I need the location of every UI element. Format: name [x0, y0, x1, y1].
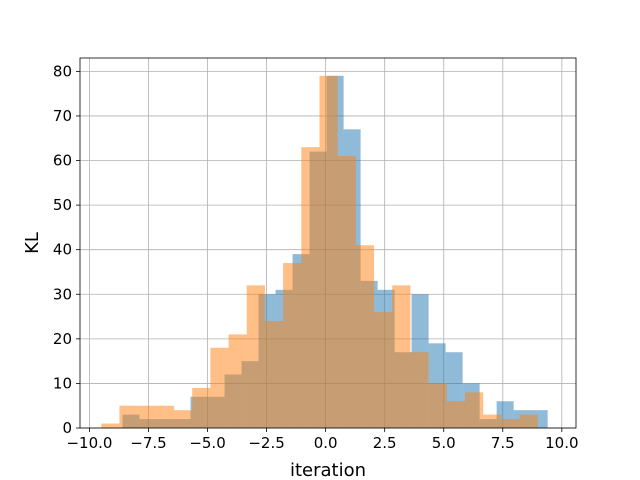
histogram-bar-series-2: [192, 387, 211, 428]
y-tick-label: 80: [53, 62, 72, 80]
x-tick-label: 10.0: [545, 434, 578, 452]
histogram-bar-series-2: [174, 410, 193, 428]
x-tick-label: 5.0: [432, 434, 456, 452]
histogram-bar-series-2: [137, 405, 156, 428]
x-tick-label: 0.0: [314, 434, 338, 452]
x-tick-label: −7.5: [130, 434, 166, 452]
histogram-bar-series-2: [319, 75, 338, 428]
histogram-bar-series-2: [446, 401, 465, 428]
histogram-bar-series-2: [337, 156, 356, 428]
x-axis-ticks: −10.0 −7.5 −5.0 −2.5 0.0 2.5 5.0 7.5 10.0: [66, 428, 579, 452]
x-tick-label: −5.0: [189, 434, 225, 452]
histogram-bar-series-2: [392, 285, 411, 428]
histogram-bar-series-2: [283, 263, 302, 428]
histogram-bar-series-2: [501, 419, 520, 428]
histogram-bar-series-2: [410, 352, 429, 428]
y-tick-label: 30: [53, 285, 72, 303]
histogram-bar-series-2: [228, 334, 247, 428]
histogram-bar-series-2: [483, 414, 502, 428]
histogram-bar-series-2: [155, 405, 175, 428]
histogram-bar-series-2: [101, 423, 120, 428]
histogram-bar-series-2: [119, 405, 138, 428]
x-tick-label: −2.5: [248, 434, 284, 452]
y-tick-label: 0: [62, 419, 72, 437]
y-tick-label: 40: [53, 241, 72, 259]
histogram-bar-series-2: [519, 414, 538, 428]
histogram-bar-series-2: [428, 383, 447, 428]
y-tick-label: 70: [53, 107, 72, 125]
histogram-bar-series-2: [264, 321, 284, 428]
y-tick-label: 20: [53, 330, 72, 348]
y-axis-ticks: 0 10 20 30 40 50 60 70 80: [53, 62, 80, 437]
x-axis-label: iteration: [290, 460, 366, 480]
y-tick-label: 10: [53, 374, 72, 392]
y-axis-label: KL: [22, 232, 43, 254]
x-tick-label: 7.5: [491, 434, 515, 452]
histogram-bars: [101, 75, 548, 429]
histogram-bar-series-2: [246, 285, 265, 428]
x-tick-label: 2.5: [373, 434, 397, 452]
x-tick-label: −10.0: [66, 434, 112, 452]
histogram-bar-series-2: [210, 347, 229, 428]
histogram-bar-series-2: [374, 312, 393, 428]
histogram-bar-series-2: [355, 245, 375, 428]
axes-frame: [79, 57, 577, 429]
histogram-bar-series-2: [464, 392, 484, 428]
y-tick-label: 60: [53, 152, 72, 170]
y-tick-label: 50: [53, 196, 72, 214]
histogram-bar-series-2: [301, 147, 320, 429]
